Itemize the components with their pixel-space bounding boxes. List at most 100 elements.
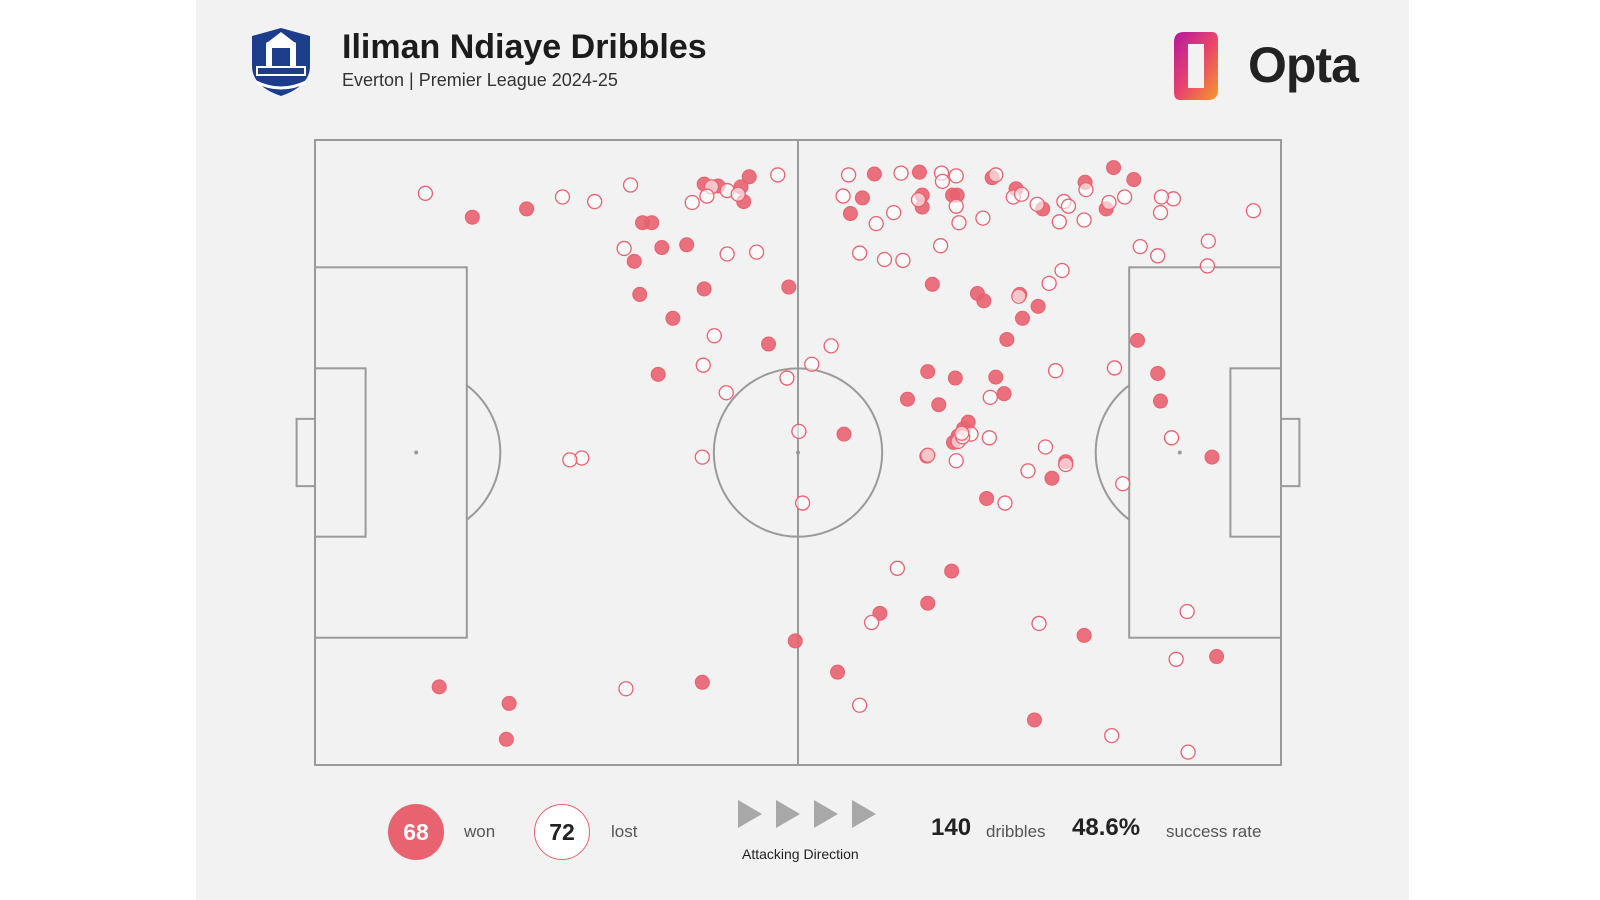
dribble-won-point bbox=[632, 286, 648, 302]
dribble-lost-point bbox=[951, 215, 967, 231]
dribble-won-point bbox=[911, 164, 927, 180]
dribble-lost-point bbox=[1078, 181, 1094, 198]
success-rate-label: success rate bbox=[1166, 822, 1262, 841]
dribble-won-point bbox=[866, 166, 882, 182]
dribble-lost-point bbox=[982, 389, 998, 406]
dribble-lost-point bbox=[1180, 744, 1196, 760]
dribble-won-point bbox=[996, 386, 1012, 402]
dribble-won-point bbox=[899, 391, 915, 407]
dribble-won-point bbox=[944, 563, 960, 579]
dribble-won-point bbox=[1209, 649, 1225, 665]
dribble-lost-point bbox=[618, 681, 634, 697]
dribble-won-point bbox=[787, 633, 803, 649]
right-penalty-spot bbox=[1177, 450, 1182, 455]
dribble-lost-point bbox=[695, 357, 711, 373]
dribble-lost-point bbox=[1153, 189, 1170, 205]
dribble-won-point bbox=[1026, 712, 1042, 728]
dribble-lost-point bbox=[934, 173, 951, 190]
dribble-lost-point bbox=[1106, 360, 1123, 376]
dribble-won-point bbox=[988, 369, 1004, 385]
dribble-won-point bbox=[431, 679, 447, 695]
dribble-lost-point bbox=[1200, 233, 1216, 249]
dribble-lost-point bbox=[706, 328, 722, 344]
dribble-won-point bbox=[650, 366, 666, 382]
left-penalty-box bbox=[314, 266, 468, 639]
dribble-lost-point bbox=[1047, 363, 1064, 379]
pitch-markings bbox=[295, 139, 1301, 766]
dribble-won-point bbox=[924, 276, 940, 292]
dribble-won-point bbox=[854, 190, 870, 206]
direction-arrow-icon bbox=[738, 800, 762, 828]
dribble-won-point bbox=[679, 237, 695, 253]
right-penalty-arc bbox=[1094, 384, 1130, 521]
dribble-won-point bbox=[761, 336, 777, 352]
dribble-lost-point bbox=[835, 188, 851, 204]
dribble-lost-point bbox=[876, 251, 893, 268]
centre-spot bbox=[796, 450, 800, 455]
dribble-won-point bbox=[1152, 393, 1168, 409]
dribble-won-point bbox=[696, 281, 712, 297]
dribble-won-point bbox=[1076, 627, 1092, 643]
dribble-lost-point bbox=[1041, 275, 1057, 292]
dribble-lost-point bbox=[988, 167, 1004, 183]
dribble-won-point bbox=[931, 397, 947, 413]
dribble-lost-point bbox=[684, 194, 700, 211]
dribble-lost-point bbox=[981, 430, 998, 446]
dribble-won-point bbox=[644, 215, 660, 231]
dribble-lost-point bbox=[910, 192, 927, 208]
dribble-lost-point bbox=[851, 697, 868, 713]
dribble-won-point bbox=[654, 240, 670, 256]
dribble-lost-point bbox=[1168, 651, 1184, 667]
left-goal bbox=[295, 417, 316, 488]
dribble-lost-point bbox=[948, 168, 964, 184]
dribble-won-point bbox=[979, 490, 995, 506]
dribble-won-point bbox=[1204, 449, 1220, 465]
dribble-won-point bbox=[626, 253, 642, 269]
dribble-lost-point bbox=[1115, 476, 1131, 492]
dribble-won-point bbox=[842, 206, 858, 222]
dribble-lost-point bbox=[1101, 194, 1117, 211]
dribble-lost-point bbox=[975, 210, 991, 226]
right-goal bbox=[1280, 417, 1301, 488]
dribble-lost-point bbox=[730, 186, 746, 202]
direction-arrow-icon bbox=[814, 800, 838, 828]
success-rate-value: 48.6% bbox=[1072, 814, 1141, 841]
dribble-lost-point bbox=[804, 356, 820, 372]
dribble-won-point bbox=[976, 293, 992, 309]
dribble-won-point bbox=[665, 310, 681, 326]
chart-subtitle: Everton | Premier League 2024-25 bbox=[342, 70, 618, 90]
dribble-lost-point bbox=[823, 338, 839, 354]
direction-arrow-icon bbox=[852, 800, 876, 828]
total-dribbles-value: 140 bbox=[931, 814, 972, 841]
dribble-lost-point bbox=[1029, 196, 1045, 212]
total-dribbles-label: dribbles bbox=[986, 822, 1046, 841]
dribble-lost-point bbox=[1060, 198, 1077, 214]
dribble-lost-point bbox=[417, 185, 434, 201]
lost-count-badge: 72 bbox=[534, 804, 590, 860]
dribble-lost-point bbox=[1132, 238, 1148, 255]
dribble-lost-point bbox=[920, 447, 936, 463]
dribble-lost-point bbox=[562, 452, 578, 468]
dribble-lost-point bbox=[851, 245, 868, 261]
everton-crest-icon bbox=[252, 28, 310, 96]
dribble-points bbox=[417, 160, 1262, 760]
won-label: won bbox=[464, 822, 496, 841]
dribble-won-point bbox=[1044, 470, 1060, 486]
dribble-lost-point bbox=[791, 423, 807, 440]
right-six-yard-box bbox=[1229, 367, 1283, 538]
dribble-lost-point bbox=[1013, 186, 1030, 202]
dribble-won-point bbox=[741, 169, 757, 185]
dribble-won-point bbox=[781, 279, 797, 295]
dribble-lost-point bbox=[794, 495, 811, 511]
dribble-won-point bbox=[920, 364, 936, 380]
dribble-lost-point bbox=[748, 244, 765, 260]
won-count-badge: 68 bbox=[388, 804, 444, 860]
dribble-won-point bbox=[519, 201, 535, 217]
dribble-lost-point bbox=[694, 449, 710, 465]
chart-title: Iliman Ndiaye Dribbles bbox=[342, 28, 707, 66]
dribble-lost-point bbox=[893, 165, 909, 181]
dribble-won-point bbox=[1014, 310, 1030, 326]
left-six-yard-box bbox=[314, 367, 367, 538]
dribble-lost-point bbox=[1116, 189, 1133, 205]
dribble-won-point bbox=[1126, 172, 1142, 188]
